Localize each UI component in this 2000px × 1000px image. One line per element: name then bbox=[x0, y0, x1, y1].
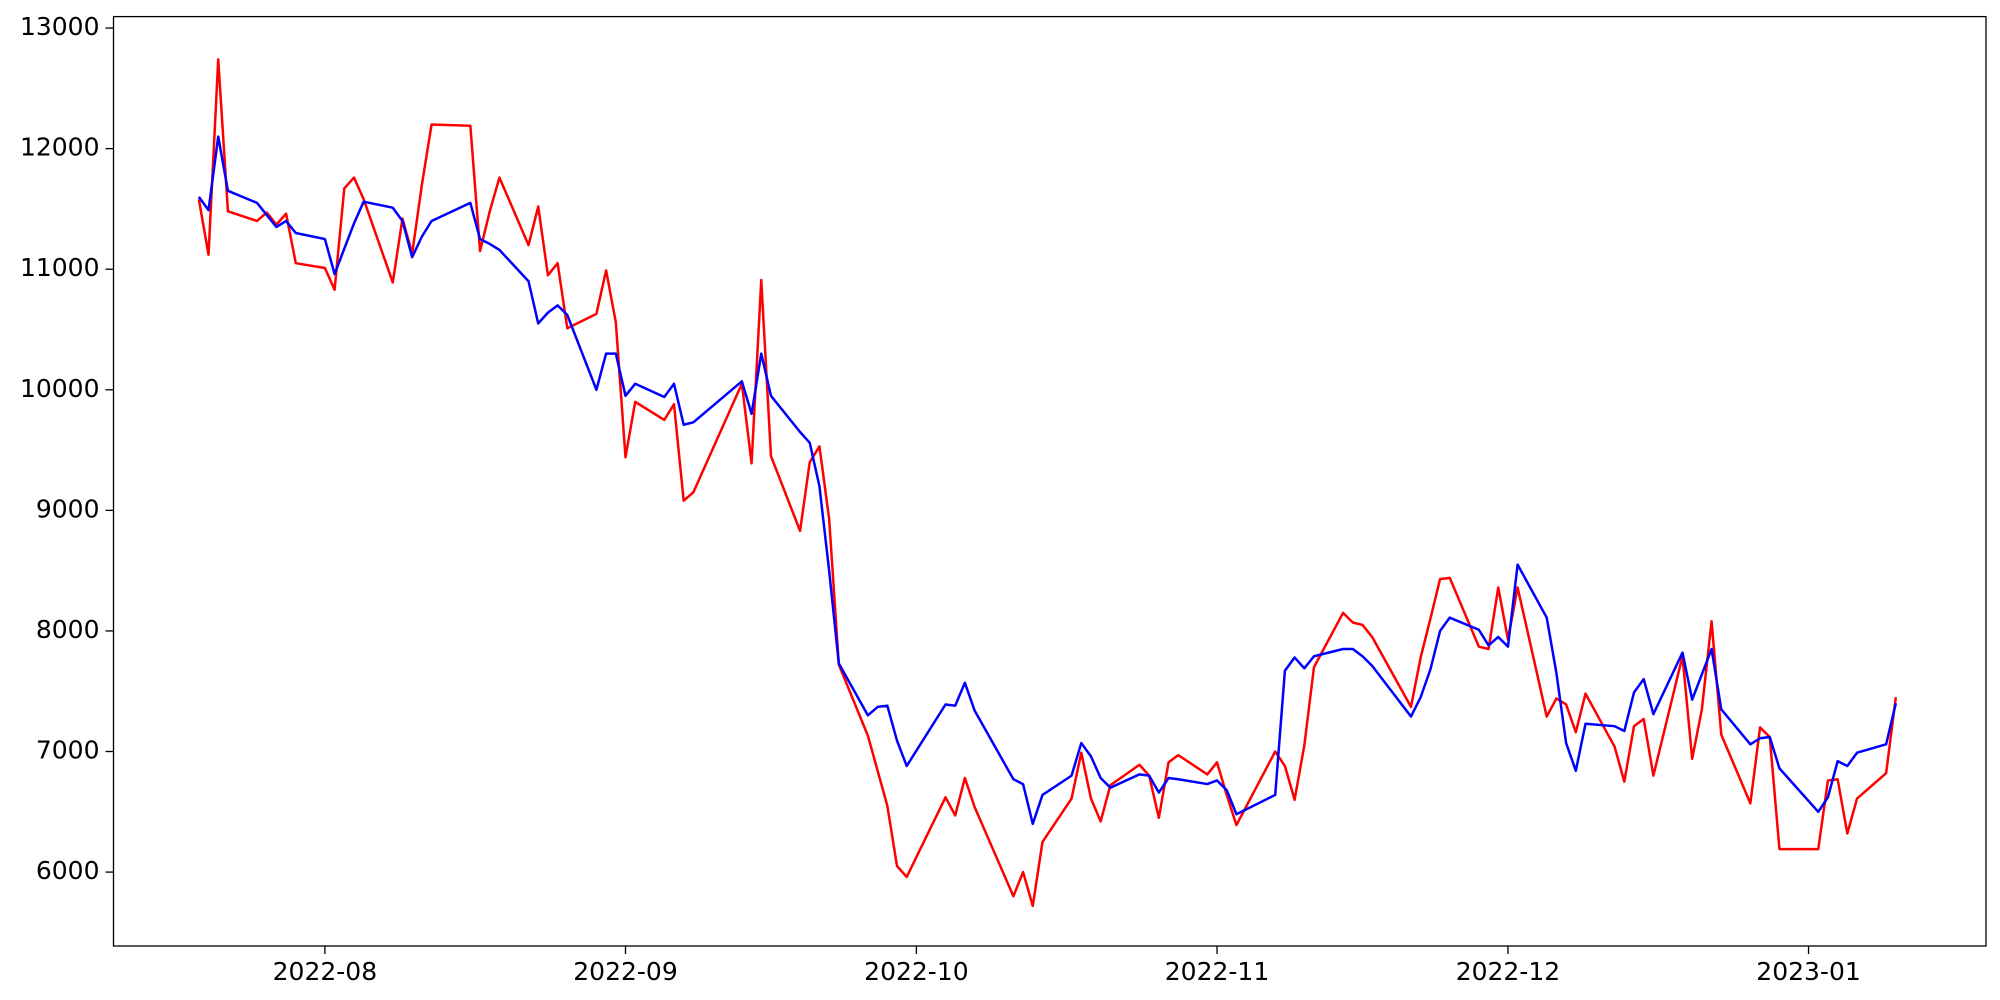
x-tick-label: 2023-01 bbox=[1756, 957, 1860, 986]
x-tick-label: 2022-10 bbox=[864, 957, 968, 986]
y-tick-label: 7000 bbox=[36, 736, 100, 765]
y-tick-label: 6000 bbox=[36, 856, 100, 885]
x-tick-label: 2022-11 bbox=[1165, 957, 1269, 986]
x-tick-label: 2022-09 bbox=[573, 957, 677, 986]
line-series bbox=[197, 58, 1898, 908]
y-tick-label: 12000 bbox=[20, 133, 100, 162]
line-series bbox=[197, 135, 1898, 826]
x-tick-label: 2022-12 bbox=[1456, 957, 1560, 986]
plot-frame bbox=[112, 15, 1987, 947]
y-tick-label: 13000 bbox=[20, 12, 100, 41]
y-tick-label: 8000 bbox=[36, 615, 100, 644]
x-tick-label: 2022-08 bbox=[273, 957, 377, 986]
y-tick-label: 9000 bbox=[36, 494, 100, 523]
y-tick-label: 10000 bbox=[20, 374, 100, 403]
y-tick-label: 11000 bbox=[20, 253, 100, 282]
